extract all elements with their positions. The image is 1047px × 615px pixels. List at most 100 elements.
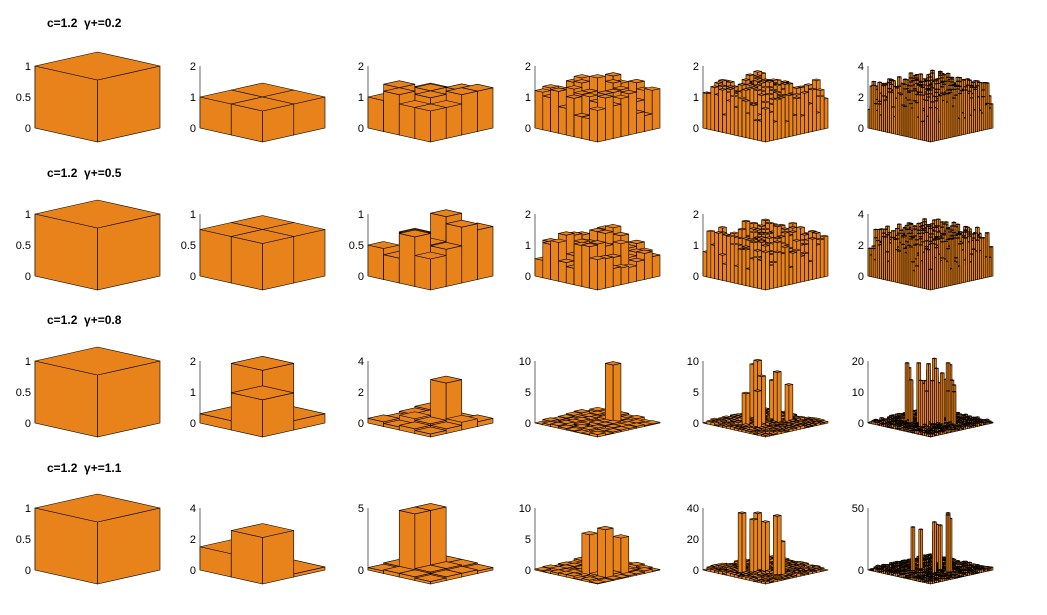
z-tick-label: 0 <box>190 123 196 135</box>
bar-face <box>722 114 727 134</box>
bar-top <box>901 104 906 106</box>
bar-top <box>934 91 939 94</box>
bar-top <box>920 86 925 89</box>
bar-face <box>644 251 653 280</box>
bar-top <box>34 51 161 81</box>
z-tick-label: 2 <box>190 61 196 73</box>
bar-face <box>581 116 590 141</box>
bar-top <box>959 89 964 92</box>
bar-face <box>534 90 544 131</box>
bar-top <box>891 106 896 108</box>
bar-face <box>581 244 590 289</box>
z-tick-label: 1 <box>693 240 699 252</box>
bar-top <box>934 95 939 98</box>
bar-face <box>706 92 712 131</box>
bar-top <box>908 84 913 87</box>
bar-top <box>936 82 941 85</box>
bar-top <box>873 102 878 105</box>
bar-face <box>430 107 447 143</box>
bar-face <box>769 111 774 142</box>
bar-top <box>620 89 637 95</box>
bar-top <box>573 90 590 95</box>
bar-face <box>819 95 825 131</box>
bar-face <box>714 232 719 280</box>
bar-face <box>383 254 400 284</box>
z-tick-label: 0.5 <box>16 240 31 252</box>
bar-top <box>745 73 754 76</box>
bar-top <box>922 80 927 83</box>
z-tick-label: 0 <box>525 271 531 283</box>
bar-face <box>644 113 653 132</box>
bar-top <box>940 92 945 94</box>
z-tick-label: 2 <box>525 61 531 73</box>
bar-top <box>949 78 955 80</box>
bar-face <box>414 107 431 143</box>
bar-top <box>414 90 447 99</box>
bar-top <box>963 89 968 91</box>
bar-top <box>957 80 962 83</box>
bar-top <box>581 92 598 98</box>
bar-top <box>914 79 919 82</box>
bar-face <box>461 223 478 284</box>
bar-top <box>914 101 919 104</box>
bar-top <box>881 84 886 87</box>
bar-top <box>926 87 931 90</box>
bar-top <box>928 89 933 91</box>
bar-face <box>565 266 575 286</box>
bar-top <box>934 78 939 80</box>
row-title: c=1.2 γ+=1.1 <box>47 461 122 475</box>
bar-face <box>761 107 766 143</box>
bar-face <box>718 254 723 281</box>
bar-top <box>930 101 935 103</box>
bar-top <box>881 82 886 85</box>
z-tick-label: 0 <box>190 271 196 283</box>
bar-top <box>946 76 951 78</box>
bar-top <box>613 94 629 99</box>
bar-face <box>199 229 232 284</box>
bar-top <box>414 103 447 112</box>
bar-face <box>784 120 790 138</box>
bar-face <box>597 257 606 291</box>
bar-top <box>871 84 876 87</box>
bar-top <box>930 69 935 72</box>
bar-top <box>534 88 551 93</box>
bar-face <box>804 252 809 282</box>
bar-top <box>912 99 917 102</box>
bar-top <box>446 87 478 96</box>
bar-top <box>897 85 902 87</box>
bar-top <box>613 85 629 91</box>
bar-top <box>973 86 978 88</box>
bar-top <box>938 94 943 97</box>
bar-face <box>726 100 731 135</box>
bar-top <box>753 70 762 73</box>
bar-top <box>912 74 917 77</box>
bar-top <box>985 102 990 105</box>
bar-top <box>975 84 980 87</box>
bar-top <box>906 99 912 101</box>
bar-face <box>398 233 416 287</box>
bar-top <box>951 88 956 91</box>
bar-top <box>942 73 947 76</box>
bar-face <box>651 254 661 279</box>
z-tick-label: 2 <box>858 92 864 104</box>
bar-top <box>912 89 917 92</box>
bar-top <box>955 84 960 87</box>
bar-top <box>940 86 945 88</box>
bar-top <box>981 95 986 98</box>
bar-top <box>940 80 945 82</box>
bar-top <box>928 83 933 85</box>
bar-top <box>977 81 982 84</box>
bar-top <box>924 99 929 101</box>
bar-top <box>383 87 415 96</box>
bar-top <box>971 81 976 84</box>
bar-face <box>780 96 786 139</box>
bar-top <box>957 85 962 88</box>
bar-top <box>922 84 927 86</box>
bar-top <box>605 79 622 84</box>
z-tick-label: 1 <box>358 209 364 221</box>
bar-top <box>589 74 606 79</box>
bar-face <box>445 245 463 287</box>
bar-face <box>367 96 384 132</box>
bar-face <box>550 89 559 134</box>
